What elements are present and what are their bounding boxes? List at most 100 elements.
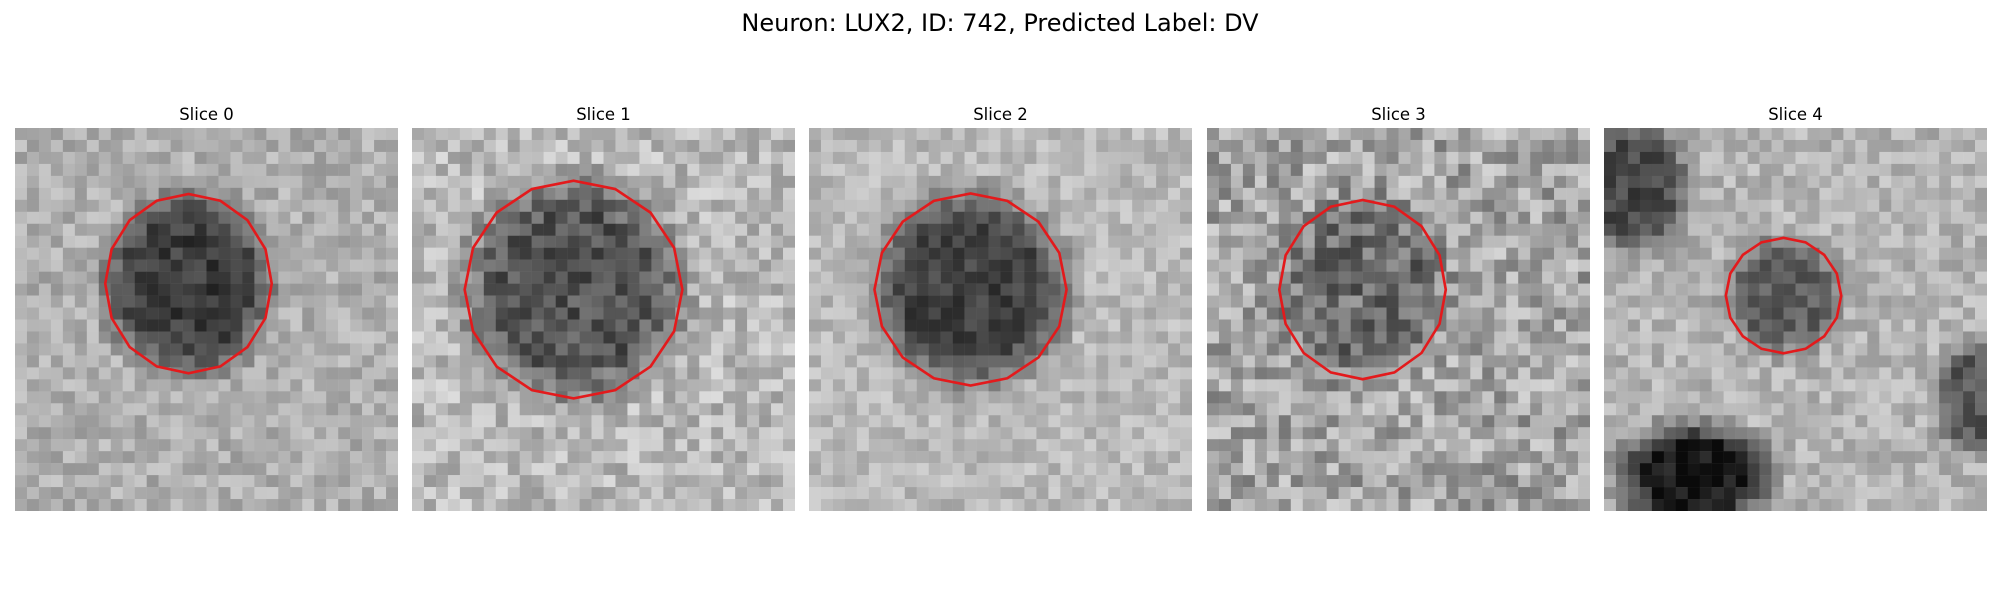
pixel	[1120, 271, 1133, 284]
pixel	[1012, 271, 1025, 284]
pixel	[1180, 199, 1192, 213]
pixel	[182, 451, 195, 464]
pixel	[374, 271, 387, 284]
pixel	[1663, 271, 1677, 284]
pixel	[735, 427, 748, 440]
pixel	[809, 163, 822, 177]
pixel	[1458, 451, 1471, 464]
pixel	[278, 211, 291, 224]
pixel	[1060, 415, 1073, 428]
pixel	[892, 307, 905, 320]
pixel	[278, 283, 291, 296]
pixel	[1120, 235, 1133, 248]
pixel	[1627, 319, 1641, 332]
pixel	[1795, 319, 1808, 332]
pixel	[62, 139, 76, 153]
pixel	[1879, 187, 1892, 201]
pixel	[988, 283, 1001, 296]
pixel	[1604, 451, 1617, 464]
pixel	[50, 499, 64, 511]
pixel	[1542, 235, 1555, 248]
pixel	[1242, 307, 1256, 320]
pixel	[627, 295, 640, 308]
pixel	[26, 211, 40, 224]
pixel	[591, 128, 604, 141]
pixel	[412, 463, 425, 476]
pixel	[242, 403, 255, 416]
pixel	[591, 367, 604, 380]
pixel	[711, 128, 724, 141]
pixel	[1156, 367, 1169, 380]
pixel	[1350, 223, 1363, 236]
pixel	[62, 331, 76, 344]
pixel	[675, 379, 688, 392]
pixel	[302, 391, 315, 404]
pixel	[1639, 391, 1653, 404]
pixel	[507, 247, 520, 260]
pixel	[1207, 259, 1220, 272]
pixel	[675, 331, 688, 344]
pixel	[134, 128, 147, 141]
pixel	[374, 211, 387, 224]
pixel	[1927, 439, 1940, 452]
pixel	[1338, 235, 1351, 248]
pixel	[699, 223, 712, 236]
pixel	[1530, 403, 1543, 416]
pixel	[904, 343, 917, 356]
pixel	[1627, 199, 1641, 213]
pixel	[134, 283, 147, 296]
pixel	[591, 439, 604, 452]
pixel	[543, 343, 556, 356]
pixel	[350, 439, 363, 452]
pixel	[1879, 355, 1892, 368]
pixel	[266, 427, 279, 440]
pixel	[1410, 139, 1423, 153]
pixel	[423, 223, 437, 236]
pixel	[591, 463, 604, 476]
pixel	[1783, 403, 1796, 416]
pixel	[1144, 199, 1157, 213]
pixel	[386, 415, 398, 428]
pixel	[567, 319, 580, 332]
pixel	[832, 235, 846, 248]
pixel	[1675, 271, 1689, 284]
pixel	[555, 199, 568, 213]
pixel	[988, 128, 1001, 141]
pixel	[122, 475, 135, 488]
pixel	[146, 223, 159, 236]
pixel	[386, 403, 398, 416]
pixel	[134, 331, 147, 344]
pixel	[1434, 175, 1447, 189]
pixel	[809, 187, 822, 201]
pixel	[38, 439, 52, 452]
pixel	[412, 355, 425, 368]
pixel	[1434, 139, 1447, 153]
pixel	[338, 128, 351, 141]
pixel	[412, 151, 425, 165]
pixel	[290, 211, 303, 224]
pixel	[15, 463, 28, 476]
pixel	[122, 139, 135, 153]
pixel	[314, 247, 327, 260]
pixel	[1735, 199, 1748, 213]
pixel	[519, 451, 532, 464]
pixel	[1963, 223, 1976, 236]
pixel	[38, 499, 52, 511]
pixel	[314, 271, 327, 284]
pixel	[1975, 128, 1987, 141]
pixel	[386, 235, 398, 248]
pixel	[1651, 343, 1665, 356]
pixel	[1314, 235, 1327, 248]
pixel	[1867, 235, 1880, 248]
pixel	[1807, 415, 1820, 428]
pixel	[1048, 391, 1061, 404]
pixel	[1735, 139, 1748, 153]
pixel	[1446, 379, 1459, 392]
pixel	[50, 223, 64, 236]
pixel	[1783, 223, 1796, 236]
pixel	[362, 415, 375, 428]
pixel	[1627, 331, 1641, 344]
pixel	[555, 415, 568, 428]
pixel	[928, 355, 941, 368]
pixel	[1879, 415, 1892, 428]
